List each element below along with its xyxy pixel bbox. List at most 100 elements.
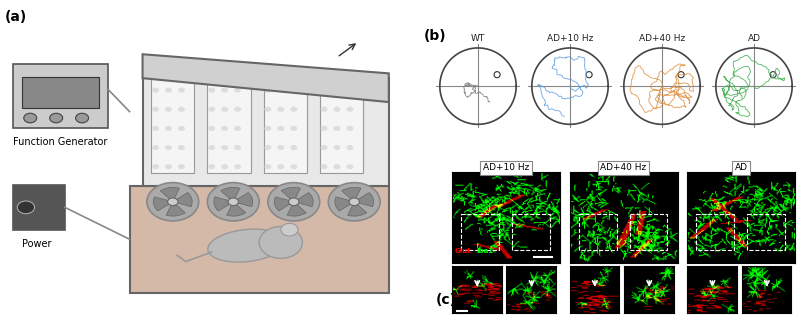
Ellipse shape xyxy=(208,229,285,262)
Circle shape xyxy=(278,145,284,150)
Title: AD+10 Hz: AD+10 Hz xyxy=(547,34,593,43)
Circle shape xyxy=(334,107,341,112)
Wedge shape xyxy=(335,197,354,211)
Circle shape xyxy=(234,145,241,150)
Circle shape xyxy=(278,87,284,93)
Circle shape xyxy=(278,126,284,131)
Circle shape xyxy=(321,164,327,169)
Text: (b): (b) xyxy=(423,29,446,43)
Circle shape xyxy=(178,87,185,93)
Bar xyxy=(747,214,785,250)
Circle shape xyxy=(208,164,215,169)
FancyBboxPatch shape xyxy=(263,77,306,173)
Bar xyxy=(461,214,499,250)
Circle shape xyxy=(221,107,228,112)
Wedge shape xyxy=(347,202,366,216)
Circle shape xyxy=(228,198,238,206)
Circle shape xyxy=(178,145,185,150)
Circle shape xyxy=(264,126,271,131)
Wedge shape xyxy=(234,193,253,207)
Circle shape xyxy=(346,126,354,131)
Title: AD+40 Hz: AD+40 Hz xyxy=(601,163,646,172)
Circle shape xyxy=(18,201,34,214)
Text: (c): (c) xyxy=(436,293,457,308)
Circle shape xyxy=(165,164,172,169)
Wedge shape xyxy=(282,188,301,202)
Text: Iba1: Iba1 xyxy=(476,248,494,254)
Circle shape xyxy=(290,87,298,93)
Polygon shape xyxy=(142,54,389,102)
Circle shape xyxy=(221,87,228,93)
Circle shape xyxy=(165,87,172,93)
FancyBboxPatch shape xyxy=(142,78,389,186)
Bar xyxy=(578,214,617,250)
FancyBboxPatch shape xyxy=(151,77,194,173)
Circle shape xyxy=(208,107,215,112)
Circle shape xyxy=(50,113,62,123)
Circle shape xyxy=(234,126,241,131)
Circle shape xyxy=(264,87,271,93)
Circle shape xyxy=(152,107,159,112)
Circle shape xyxy=(75,113,89,123)
Title: WT: WT xyxy=(471,34,485,43)
Title: AD+10 Hz: AD+10 Hz xyxy=(483,163,529,172)
Circle shape xyxy=(346,87,354,93)
Circle shape xyxy=(334,87,341,93)
FancyBboxPatch shape xyxy=(130,186,389,293)
Circle shape xyxy=(152,87,159,93)
Circle shape xyxy=(178,126,185,131)
Circle shape xyxy=(221,164,228,169)
FancyBboxPatch shape xyxy=(320,77,363,173)
Wedge shape xyxy=(226,202,246,216)
Wedge shape xyxy=(173,193,192,207)
Circle shape xyxy=(321,87,327,93)
Circle shape xyxy=(234,87,241,93)
Circle shape xyxy=(178,164,185,169)
Wedge shape xyxy=(221,188,240,202)
Circle shape xyxy=(278,107,284,112)
FancyBboxPatch shape xyxy=(207,77,250,173)
Circle shape xyxy=(281,223,298,236)
Circle shape xyxy=(290,107,298,112)
Circle shape xyxy=(24,113,37,123)
Circle shape xyxy=(278,164,284,169)
Circle shape xyxy=(165,126,172,131)
Wedge shape xyxy=(160,188,179,202)
FancyBboxPatch shape xyxy=(22,77,99,108)
Circle shape xyxy=(346,145,354,150)
Circle shape xyxy=(268,182,320,221)
Wedge shape xyxy=(354,193,374,207)
Text: Function Generator: Function Generator xyxy=(13,137,107,147)
Circle shape xyxy=(264,145,271,150)
Circle shape xyxy=(152,145,159,150)
Text: (a): (a) xyxy=(4,10,26,24)
Wedge shape xyxy=(294,193,313,207)
Circle shape xyxy=(221,145,228,150)
Circle shape xyxy=(208,145,215,150)
Circle shape xyxy=(289,198,299,206)
Circle shape xyxy=(321,107,327,112)
Circle shape xyxy=(234,164,241,169)
Circle shape xyxy=(221,126,228,131)
Circle shape xyxy=(147,182,198,221)
Wedge shape xyxy=(342,188,361,202)
Bar xyxy=(630,214,667,250)
Circle shape xyxy=(290,145,298,150)
Wedge shape xyxy=(287,202,306,216)
Circle shape xyxy=(264,107,271,112)
Wedge shape xyxy=(214,197,234,211)
FancyBboxPatch shape xyxy=(13,185,65,230)
Circle shape xyxy=(334,164,341,169)
Title: AD: AD xyxy=(734,163,748,172)
Title: AD: AD xyxy=(747,34,761,43)
Wedge shape xyxy=(274,197,294,211)
Circle shape xyxy=(152,164,159,169)
Circle shape xyxy=(290,126,298,131)
Circle shape xyxy=(234,107,241,112)
Circle shape xyxy=(165,107,172,112)
Circle shape xyxy=(178,107,185,112)
Title: AD+40 Hz: AD+40 Hz xyxy=(639,34,685,43)
Circle shape xyxy=(259,226,302,258)
Wedge shape xyxy=(154,197,173,211)
Circle shape xyxy=(334,145,341,150)
